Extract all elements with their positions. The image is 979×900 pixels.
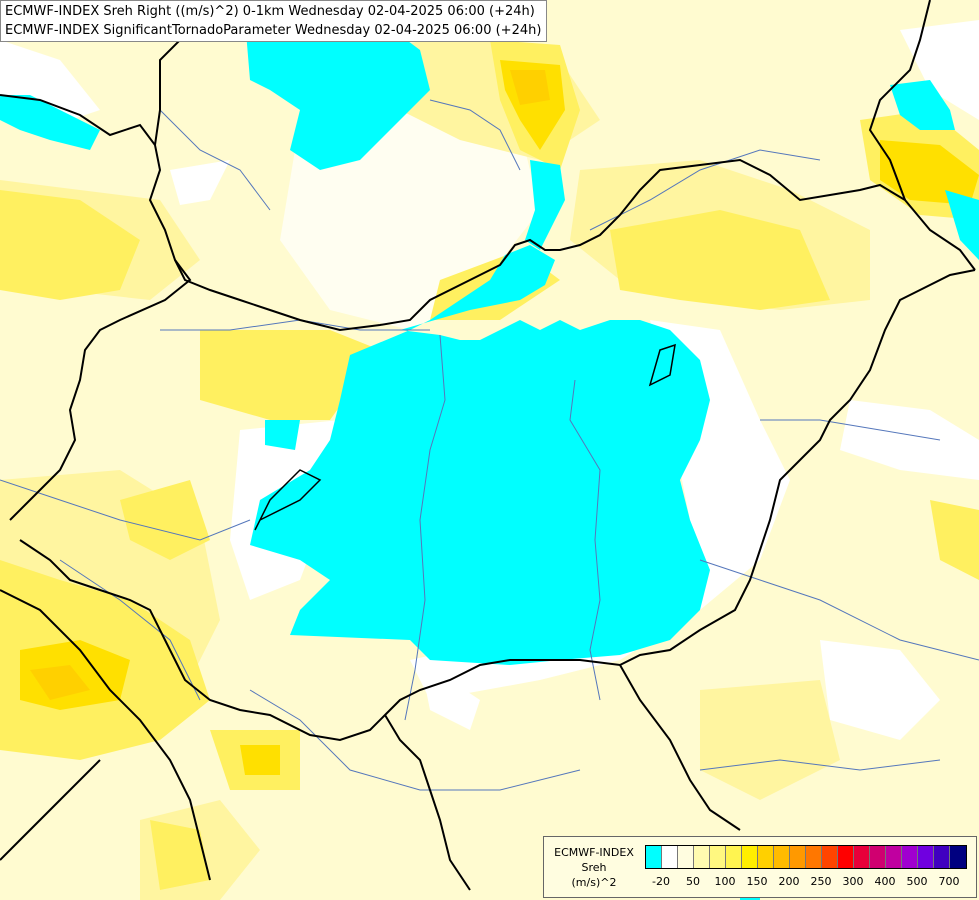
title-line-stp: ECMWF-INDEX SignificantTornadoParameter … bbox=[5, 23, 542, 38]
legend-ticks: -20 50 100 150 200 250 300 400 500 700 bbox=[645, 875, 975, 889]
legend-swatch bbox=[918, 846, 934, 868]
legend-swatch bbox=[646, 846, 662, 868]
legend-swatch bbox=[678, 846, 694, 868]
legend-swatch bbox=[838, 846, 854, 868]
legend-swatch bbox=[902, 846, 918, 868]
legend-parameter: Sreh bbox=[581, 861, 607, 874]
legend-swatch bbox=[806, 846, 822, 868]
legend-swatch bbox=[774, 846, 790, 868]
legend-swatch bbox=[758, 846, 774, 868]
legend-tick-label: -20 bbox=[652, 875, 670, 888]
legend-swatch bbox=[950, 846, 966, 868]
legend-tick-label: 150 bbox=[746, 875, 768, 888]
legend-title: ECMWF-INDEX bbox=[554, 846, 634, 859]
legend-swatch bbox=[854, 846, 870, 868]
legend-swatch bbox=[934, 846, 950, 868]
map-title-box: ECMWF-INDEX Sreh Right ((m/s)^2) 0-1km W… bbox=[0, 0, 547, 42]
legend-swatches bbox=[645, 845, 967, 869]
orange-zones bbox=[30, 70, 550, 700]
legend-tick-label: 300 bbox=[842, 875, 864, 888]
legend-tick-label: 400 bbox=[874, 875, 896, 888]
legend-unit: (m/s)^2 bbox=[571, 876, 617, 889]
legend-swatch bbox=[726, 846, 742, 868]
legend-swatch bbox=[870, 846, 886, 868]
legend-tick-label: 500 bbox=[906, 875, 928, 888]
color-legend: ECMWF-INDEX Sreh (m/s)^2 -20 50 100 150 200 2… bbox=[543, 836, 977, 898]
legend-swatch bbox=[886, 846, 902, 868]
legend-swatch bbox=[710, 846, 726, 868]
legend-tick-label: 250 bbox=[810, 875, 832, 888]
legend-swatch bbox=[694, 846, 710, 868]
legend-swatch bbox=[662, 846, 678, 868]
legend-tick-label: 200 bbox=[778, 875, 800, 888]
legend-tick-label: 700 bbox=[938, 875, 960, 888]
legend-tick-label: 50 bbox=[686, 875, 700, 888]
legend-label: ECMWF-INDEX Sreh (m/s)^2 bbox=[548, 845, 640, 890]
legend-tick-label: 100 bbox=[714, 875, 736, 888]
title-line-sreh: ECMWF-INDEX Sreh Right ((m/s)^2) 0-1km W… bbox=[5, 4, 535, 19]
legend-swatch bbox=[790, 846, 806, 868]
legend-swatch bbox=[822, 846, 838, 868]
legend-swatch bbox=[742, 846, 758, 868]
